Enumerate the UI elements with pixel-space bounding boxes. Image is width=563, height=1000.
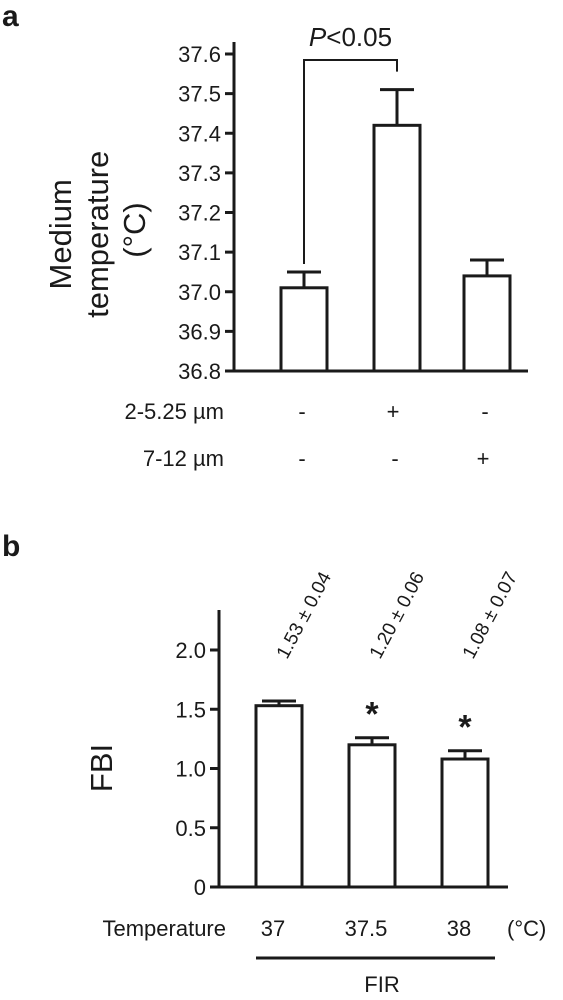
panel-b-chart: 0 0.5 1.0 1.5 2.0 1.53 ± 0.04 1.20 ± 0.06 1.08 … — [175, 568, 522, 960]
bar-value-label: 1.08 ± 0.07 — [459, 569, 522, 663]
panel-b-unit-label: (°C) — [507, 916, 546, 941]
significance-bracket — [303, 59, 398, 264]
y-tick-label: 37.2 — [178, 201, 221, 226]
condition-mark: - — [298, 446, 305, 471]
bar — [254, 704, 304, 889]
bar — [440, 757, 490, 889]
condition-mark: + — [477, 446, 490, 471]
y-tick-label: 37.5 — [178, 82, 221, 107]
y-tick-label: 37.6 — [178, 42, 221, 67]
y-tick-label: 2.0 — [175, 638, 206, 663]
bar — [372, 123, 422, 373]
panel-a-y-axis-label: Medium temperature (°C) — [43, 142, 152, 318]
panel-b-group-label: FIR — [364, 972, 399, 997]
y-tick-label: 36.9 — [178, 319, 221, 344]
bar-value-label: 1.53 ± 0.04 — [273, 568, 336, 662]
x-category-label: 37 — [261, 916, 285, 941]
y-tick-label: 37.0 — [178, 280, 221, 305]
significance-label: P<0.05 — [309, 22, 392, 52]
x-category-label: 37.5 — [345, 916, 388, 941]
y-tick-label: 1.0 — [175, 757, 206, 782]
y-tick-label: 0.5 — [175, 816, 206, 841]
significance-star: * — [365, 696, 379, 734]
y-tick-label: 37.4 — [178, 121, 221, 146]
bar — [462, 274, 512, 373]
bar-value-label: 1.20 ± 0.06 — [366, 569, 429, 663]
significance-threshold: <0.05 — [326, 22, 392, 52]
x-category-label: 38 — [447, 916, 471, 941]
y-label-line-3: (°C) — [117, 202, 152, 257]
condition-label: 2-5.25 µm — [125, 399, 225, 424]
y-tick-label: 37.1 — [178, 240, 221, 265]
panel-b-x-axis-label: Temperature — [102, 916, 226, 941]
y-label-line-2: temperature — [80, 151, 115, 318]
condition-mark: - — [481, 399, 488, 424]
y-label-line-1: Medium — [43, 179, 78, 289]
significance-star: * — [458, 709, 472, 747]
bar — [279, 286, 329, 373]
y-tick-label: 0 — [194, 875, 206, 900]
panel-a-label: a — [2, 0, 19, 33]
panel-b-y-axis-label: FBI — [84, 744, 119, 792]
y-tick-label: 36.8 — [178, 359, 221, 384]
condition-mark: + — [387, 399, 400, 424]
condition-mark: - — [391, 446, 398, 471]
y-tick-label: 1.5 — [175, 697, 206, 722]
panel-b-label: b — [2, 530, 20, 563]
significance-p-symbol: P — [309, 22, 327, 52]
y-tick-label: 37.3 — [178, 161, 221, 186]
bar — [347, 743, 397, 889]
panel-a-chart: 36.8 36.9 37.0 37.1 37.2 37.3 37.4 37.5 37.6 P<0.… — [125, 22, 528, 471]
condition-label: 7-12 µm — [143, 446, 224, 471]
condition-mark: - — [298, 399, 305, 424]
